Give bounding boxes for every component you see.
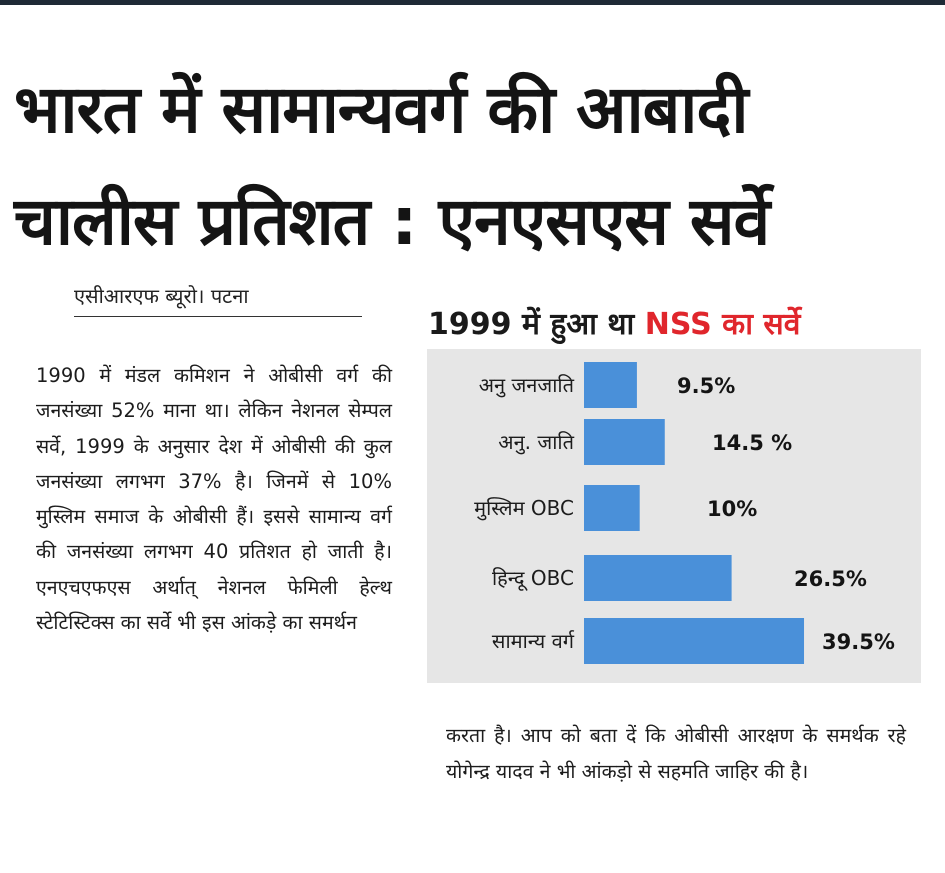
value-label: 9.5% [677,374,735,398]
chart-title-part-1: 1999 में हुआ था [428,307,645,342]
value-label: 14.5 % [712,431,792,455]
category-label: सामान्य वर्ग [492,629,575,653]
bar-chart-panel: अनु जनजाति 9.5% अनु. जाति 14.5 % मुस्लिम OBC… [427,349,921,683]
category-label: अनु जनजाति [479,373,575,398]
value-label: 39.5% [822,630,895,654]
bar-chart: अनु जनजाति 9.5% अनु. जाति 14.5 % मुस्लिम OBC… [474,362,895,664]
bar [584,362,637,408]
chart-title-part-2: NSS का सर्वे [644,307,801,342]
category-label: हिन्दू OBC [492,566,574,591]
story-text-left: 1990 में मंडल कमिशन ने ओबीसी वर्ग की जनस… [36,364,392,635]
headline-line-2: चालीस प्रतिशत : एनएसएस सर्वे [14,183,770,260]
bar [584,485,640,531]
chart-title: 1999 में हुआ था NSS का सर्वे [428,305,800,345]
bar [584,618,805,664]
category-label: अनु. जाति [498,430,574,455]
headline-line-1: भारत में सामान्यवर्ग की आबादी [14,71,749,148]
story-text-right: करता है। आप को बता दें कि ओबीसी आरक्षण क… [446,724,906,783]
value-label: 26.5% [794,567,867,591]
category-label: मुस्लिम OBC [474,496,574,521]
bar [584,555,732,601]
top-border [0,0,945,5]
bar [584,419,665,465]
byline: एसीआरएफ ब्यूरो। पटना [74,282,362,317]
value-label: 10% [707,497,757,521]
